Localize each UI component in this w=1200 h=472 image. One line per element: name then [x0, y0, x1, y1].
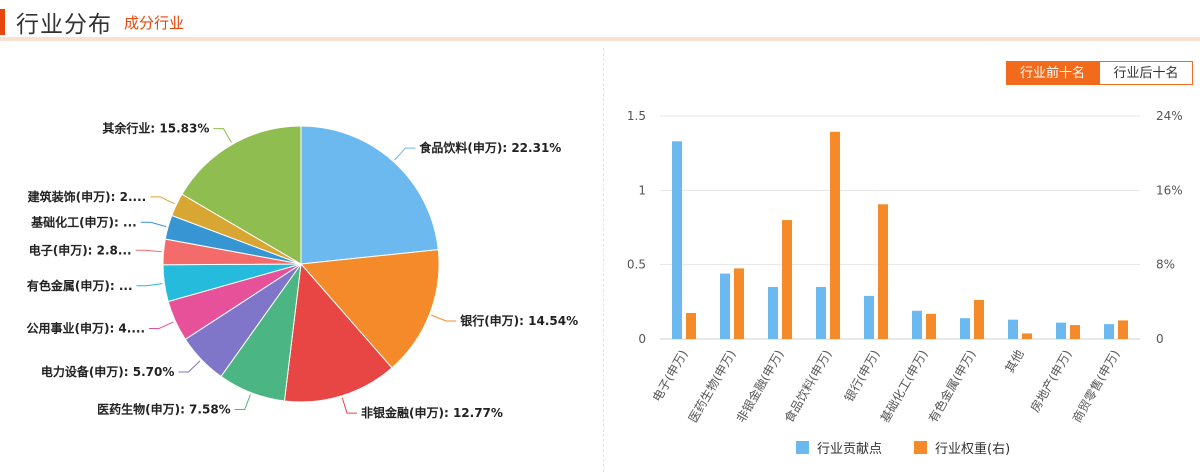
legend-swatch-contribution [796, 441, 809, 454]
x-category-label: 银行(申万) [842, 348, 883, 405]
pie-slice-label: 有色金属(申万): ... [27, 278, 133, 293]
x-category-label: 医药生物(申万) [686, 348, 739, 425]
pie-label-line [234, 394, 251, 410]
bar-contribution[interactable] [672, 141, 682, 339]
pie-slice-label: 医药生物(申万): 7.58% [97, 402, 231, 417]
bar-contribution[interactable] [720, 273, 730, 339]
pie-label-line [135, 249, 162, 253]
legend-label-contribution[interactable]: 行业贡献点 [817, 442, 882, 457]
y-right-tick: 16% [1156, 183, 1183, 197]
pie-label-line [394, 147, 416, 161]
pie-slice[interactable] [283, 262, 393, 403]
header-rule [0, 37, 1200, 41]
bar-weight[interactable] [926, 313, 936, 339]
pie-slice-label: 建筑装饰(申万): 2.... [27, 189, 147, 204]
x-category-label: 其他 [1002, 348, 1026, 376]
pie-slice-label: 公用事业(申万): 4.... [26, 321, 145, 336]
industry-pie-chart: 食品饮料(申万): 22.31% 银行(申万): 14.54% 非银金融(申万): … [26, 121, 578, 421]
panel-divider [603, 48, 604, 472]
pie-slice[interactable] [300, 125, 439, 265]
page-title: 行业分布 [16, 12, 112, 38]
bar-contribution[interactable] [1104, 324, 1114, 339]
y-left-tick: 0 [638, 332, 646, 346]
pie-slice-label: 电力设备(申万): 5.70% [41, 364, 175, 379]
bottom10-tab[interactable]: 行业后十名 [1099, 61, 1193, 85]
pie-label-line [213, 128, 232, 143]
pie-label-line [341, 397, 357, 414]
bar-contribution[interactable] [1056, 322, 1066, 339]
pie-slice-label: 基础化工(申万): ... [30, 214, 137, 229]
bar-weight[interactable] [1022, 333, 1032, 339]
legend-swatch-weight [914, 441, 927, 454]
y-right-tick: 8% [1156, 258, 1175, 272]
x-category-label: 电子(申万) [650, 348, 691, 405]
pie-slice-label: 银行(申万): 14.54% [460, 313, 578, 328]
bar-weight[interactable] [686, 312, 696, 339]
pie-slice[interactable] [181, 125, 302, 265]
header-accent-bar [0, 9, 5, 35]
bar-contribution[interactable] [816, 286, 826, 339]
pie-slice-label: 电子(申万): 2.8... [29, 242, 132, 257]
pie-label-line [431, 314, 457, 322]
bar-weight[interactable] [734, 268, 744, 339]
pie-label-line [149, 321, 174, 329]
pie-label-line [140, 221, 167, 228]
pie-label-line [178, 360, 201, 373]
x-category-label: 食品饮料(申万) [781, 347, 835, 425]
bar-weight[interactable] [974, 299, 984, 339]
x-category-label: 房地产(申万) [1027, 347, 1075, 415]
x-category-label: 基础化工(申万) [878, 348, 931, 425]
x-category-label: 商贸零售(申万) [1069, 347, 1123, 425]
pie-slice-label: 食品饮料(申万): 22.31% [418, 140, 561, 155]
x-category-label: 非银金融(申万) [733, 347, 787, 425]
pie-slice-label: 非银金融(申万): 12.77% [361, 405, 503, 420]
y-right-tick: 24% [1156, 109, 1183, 123]
page-subtitle: 成分行业 [124, 14, 185, 32]
bar-weight[interactable] [878, 204, 888, 339]
bar-weight[interactable] [1118, 320, 1128, 339]
bar-contribution[interactable] [960, 318, 970, 339]
y-left-tick: 1 [638, 183, 646, 197]
bar-weight[interactable] [782, 220, 792, 339]
top10-tab[interactable]: 行业前十名 [1006, 61, 1099, 85]
pie-slice[interactable] [299, 249, 440, 369]
bar-weight[interactable] [830, 131, 840, 339]
y-left-tick: 0.5 [627, 258, 646, 272]
pie-label-line [136, 283, 163, 287]
y-left-tick: 1.5 [627, 109, 646, 123]
x-category-label: 有色金属(申万) [925, 347, 979, 425]
legend-label-weight[interactable]: 行业权重(右) [935, 441, 1010, 457]
bar-contribution[interactable] [912, 310, 922, 339]
y-right-tick: 0 [1156, 332, 1164, 346]
pie-label-line [150, 196, 175, 205]
pie-slice-label: 其余行业: 15.83% [102, 121, 209, 136]
bar-weight[interactable] [1070, 325, 1080, 339]
bar-contribution[interactable] [768, 286, 778, 339]
bar-contribution[interactable] [864, 295, 874, 339]
section-header: 行业分布 成分行业 [0, 0, 1200, 42]
bar-contribution[interactable] [1008, 319, 1018, 339]
